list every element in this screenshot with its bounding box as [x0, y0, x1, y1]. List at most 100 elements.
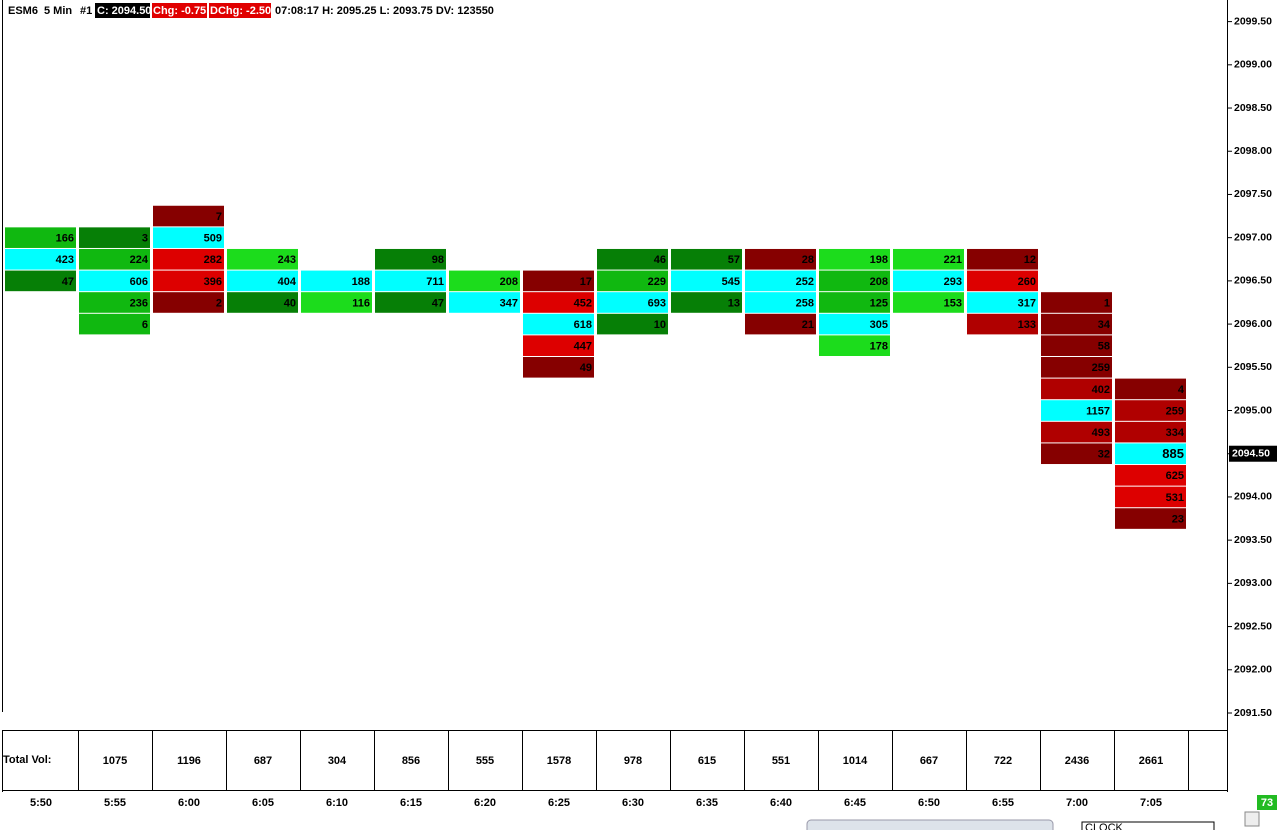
cell-volume: 10	[654, 319, 666, 331]
price-label: 2091.50	[1234, 707, 1272, 719]
time-label: 6:40	[770, 797, 792, 809]
cell-volume: 396	[204, 276, 222, 288]
current-price: 2094.50	[1232, 448, 1270, 460]
cell-volume: 259	[1092, 362, 1110, 374]
volume-cell	[5, 270, 76, 292]
cell-volume: 334	[1166, 427, 1185, 439]
cell-volume: 21	[802, 319, 814, 331]
price-label: 2095.00	[1234, 404, 1272, 416]
total-volume: 722	[994, 755, 1012, 767]
cell-volume: 509	[204, 233, 222, 245]
scroll-thumb[interactable]	[1244, 811, 1260, 827]
volume-cell	[1041, 292, 1112, 313]
close-bg	[95, 3, 150, 18]
price-label: 2099.50	[1234, 15, 1272, 27]
cell-volume: 625	[1166, 470, 1184, 482]
volume-cell	[671, 292, 742, 313]
close: C: 2094.50	[97, 5, 151, 17]
clock: CLOCK	[1085, 822, 1124, 830]
volume-cell	[1041, 443, 1112, 465]
price-label: 2092.00	[1234, 664, 1272, 676]
time-label: 6:20	[474, 797, 496, 809]
total-volume: 1014	[843, 755, 868, 767]
dchg: DChg: -2.50	[210, 5, 271, 17]
volume-cell	[967, 248, 1038, 270]
volume-cell	[967, 292, 1038, 313]
total-volume: 856	[402, 755, 420, 767]
cell-volume: 236	[130, 297, 148, 309]
cell-volume: 34	[1098, 319, 1111, 331]
total-volume: 687	[254, 755, 272, 767]
cell-volume: 493	[1092, 427, 1110, 439]
cell-volume: 693	[648, 297, 666, 309]
volume-cell	[79, 292, 150, 313]
volume-cell	[1115, 421, 1186, 443]
volume-cell	[153, 248, 224, 270]
total-volume: 555	[476, 755, 494, 767]
cell-volume: 17	[580, 276, 592, 288]
cell-volume: 258	[796, 297, 814, 309]
volume-cell	[597, 270, 668, 292]
volume-cell	[153, 205, 224, 227]
volume-cell	[449, 270, 520, 292]
cell-volume: 243	[278, 254, 296, 266]
dchg-bg	[209, 3, 271, 18]
price-label: 2096.00	[1234, 318, 1272, 330]
volume-cell	[1041, 313, 1112, 335]
volume-cell	[5, 227, 76, 248]
cell-volume: 293	[944, 276, 962, 288]
scrollbar[interactable]	[806, 819, 1054, 835]
cell-volume: 452	[574, 297, 592, 309]
cell-volume: 229	[648, 276, 666, 288]
total-label: Total Vol:	[3, 754, 51, 766]
volume-cell	[819, 292, 890, 313]
volume-cell	[1041, 378, 1112, 400]
price-label: 2097.00	[1234, 231, 1272, 243]
total-volume: 978	[624, 755, 642, 767]
volume-cell	[523, 270, 594, 292]
price-label: 2092.50	[1234, 620, 1272, 632]
cell-volume: 188	[352, 276, 370, 288]
volume-cell	[523, 356, 594, 378]
volume-cell	[227, 270, 298, 292]
total-volume: 1075	[103, 755, 127, 767]
volume-cell	[1041, 400, 1112, 421]
volume-cell	[449, 292, 520, 313]
cell-volume: 2	[216, 297, 222, 309]
price-label: 2099.00	[1234, 59, 1272, 71]
cell-volume: 224	[130, 254, 149, 266]
cell-volume: 252	[796, 276, 814, 288]
cell-volume: 125	[870, 297, 888, 309]
volume-cell	[819, 313, 890, 335]
volume-cell	[671, 270, 742, 292]
cell-volume: 6	[142, 319, 148, 331]
time-label: 6:25	[548, 797, 570, 809]
volume-cell	[1041, 356, 1112, 378]
cell-volume: 46	[654, 254, 666, 266]
mask	[0, 712, 1227, 730]
count-bg	[1257, 795, 1277, 810]
total-volume: 551	[772, 755, 790, 767]
volume-cell	[819, 335, 890, 356]
cell-volume: 447	[574, 341, 592, 353]
volume-cell	[1115, 378, 1186, 400]
count: 73	[1261, 797, 1273, 809]
volume-cell	[5, 248, 76, 270]
volume-cell	[671, 248, 742, 270]
cell-volume: 12	[1024, 254, 1036, 266]
volume-cell	[1041, 335, 1112, 356]
volume-cell	[745, 248, 816, 270]
volume-cell	[745, 313, 816, 335]
price-label: 2094.00	[1234, 491, 1272, 503]
cell-volume: 1	[1104, 297, 1110, 309]
cell-volume: 531	[1166, 492, 1184, 504]
volume-cell	[79, 313, 150, 335]
cell-volume: 3	[142, 233, 148, 245]
cell-volume: 13	[728, 297, 740, 309]
time-label: 6:10	[326, 797, 348, 809]
total-volume: 2661	[1139, 755, 1163, 767]
time-label: 5:55	[104, 797, 126, 809]
time-label: 5:50	[30, 797, 52, 809]
